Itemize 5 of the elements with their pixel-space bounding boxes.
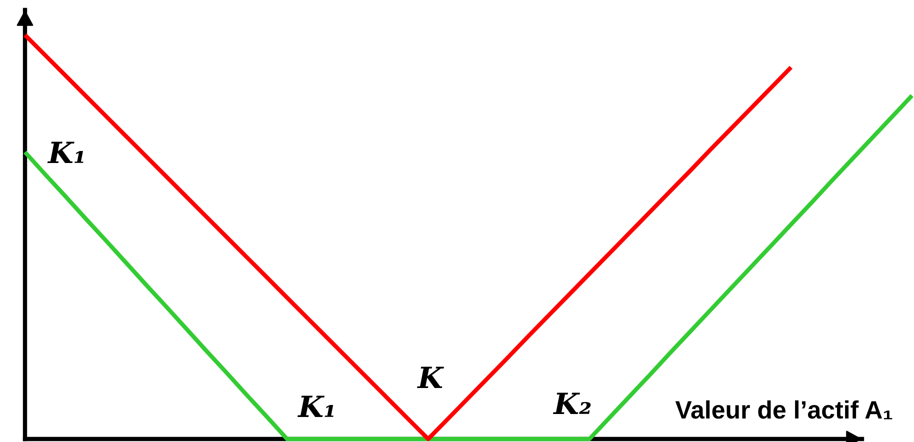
x-axis-title: Valeur de l’actif A₁ [675,400,892,420]
annotation: K [417,366,444,388]
annotation: K₁ [298,396,334,418]
annotation: K₁ [47,142,84,164]
annotation: K₂ [552,392,591,414]
